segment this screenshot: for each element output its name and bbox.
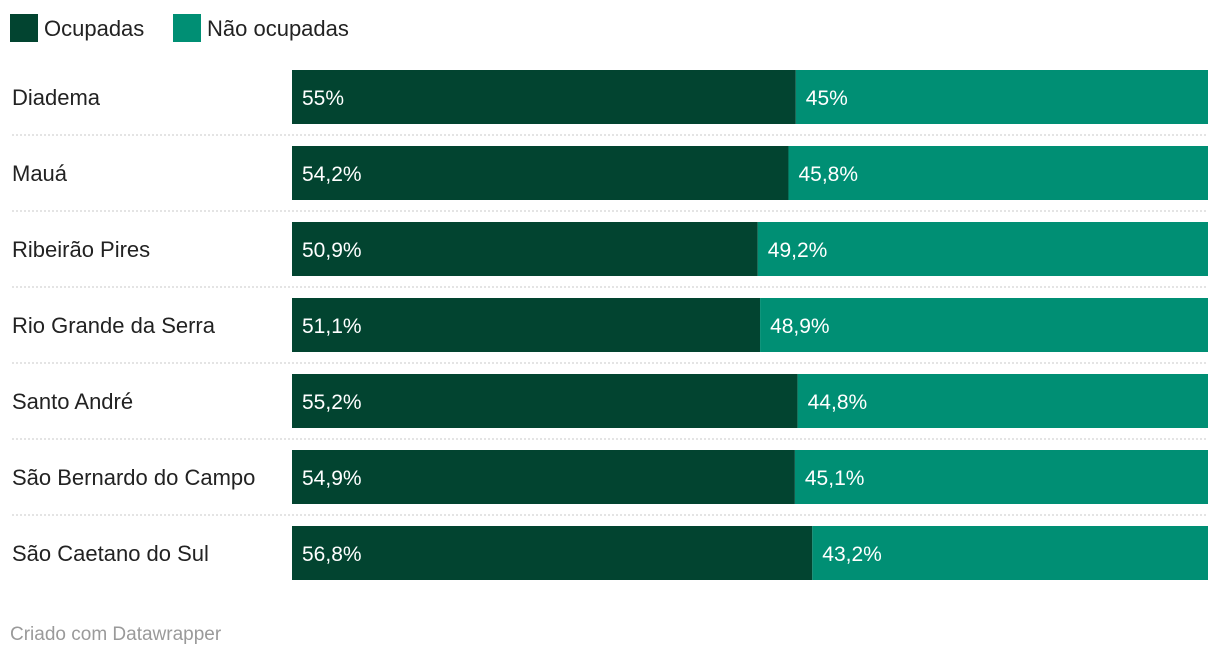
bar-value-label: 45,8% — [798, 163, 858, 186]
row-separators — [12, 134, 1208, 516]
chart-row: Santo André 55,2% 44,8% — [12, 374, 1208, 428]
bar-value-label: 44,8% — [808, 391, 868, 414]
bar-value-label: 56,8% — [302, 543, 362, 566]
bar-value-label: 50,9% — [302, 239, 362, 262]
bar-value-label: 48,9% — [770, 315, 830, 338]
chart-row: São Bernardo do Campo 54,9% 45,1% — [12, 450, 1208, 504]
legend-swatch-1 — [173, 14, 201, 42]
bar-segment-nao-ocupadas — [760, 298, 1208, 352]
chart-rows: Diadema 55% 45% Mauá 54,2% 45,8% Ribeirão Pire… — [12, 70, 1208, 580]
bar-value-label: 45,1% — [805, 467, 865, 490]
bar-segment-nao-ocupadas — [757, 222, 1208, 276]
category-label: Santo André — [12, 389, 133, 414]
footer-credit: Criado com Datawrapper — [10, 624, 222, 645]
bar-segment-ocupadas — [292, 298, 761, 352]
bar-segment-nao-ocupadas — [794, 450, 1208, 504]
bar-segment-ocupadas — [292, 70, 796, 124]
chart-row: Mauá 54,2% 45,8% — [12, 146, 1208, 200]
category-label: Ribeirão Pires — [12, 237, 150, 262]
bar-segment-nao-ocupadas — [812, 526, 1208, 580]
bar-segment-ocupadas — [292, 450, 795, 504]
bar-segment-ocupadas — [292, 374, 798, 428]
chart-row: Ribeirão Pires 50,9% 49,2% — [12, 222, 1208, 276]
bar-segment-ocupadas — [292, 526, 813, 580]
category-label: São Caetano do Sul — [12, 541, 209, 566]
chart-row: Diadema 55% 45% — [12, 70, 1208, 124]
bar-segment-nao-ocupadas — [795, 70, 1208, 124]
bar-value-label: 51,1% — [302, 315, 362, 338]
bar-segment-ocupadas — [292, 222, 758, 276]
bar-value-label: 43,2% — [822, 543, 882, 566]
chart-row: Rio Grande da Serra 51,1% 48,9% — [12, 298, 1208, 352]
bar-segment-nao-ocupadas — [797, 374, 1208, 428]
bar-value-label: 55% — [302, 87, 344, 110]
legend-swatch-0 — [10, 14, 38, 42]
category-label: Mauá — [12, 161, 68, 186]
bar-segment-nao-ocupadas — [788, 146, 1208, 200]
bar-value-label: 55,2% — [302, 391, 362, 414]
legend-label-0: Ocupadas — [44, 16, 144, 41]
bar-value-label: 49,2% — [768, 239, 828, 262]
category-label: Diadema — [12, 85, 101, 110]
category-label: Rio Grande da Serra — [12, 313, 216, 338]
bar-value-label: 45% — [806, 87, 848, 110]
legend-label-1: Não ocupadas — [207, 16, 349, 41]
bar-segment-ocupadas — [292, 146, 789, 200]
bar-value-label: 54,9% — [302, 467, 362, 490]
category-label: São Bernardo do Campo — [12, 465, 255, 490]
bar-value-label: 54,2% — [302, 163, 362, 186]
chart-row: São Caetano do Sul 56,8% 43,2% — [12, 526, 1208, 580]
legend: Ocupadas Não ocupadas — [10, 14, 349, 42]
